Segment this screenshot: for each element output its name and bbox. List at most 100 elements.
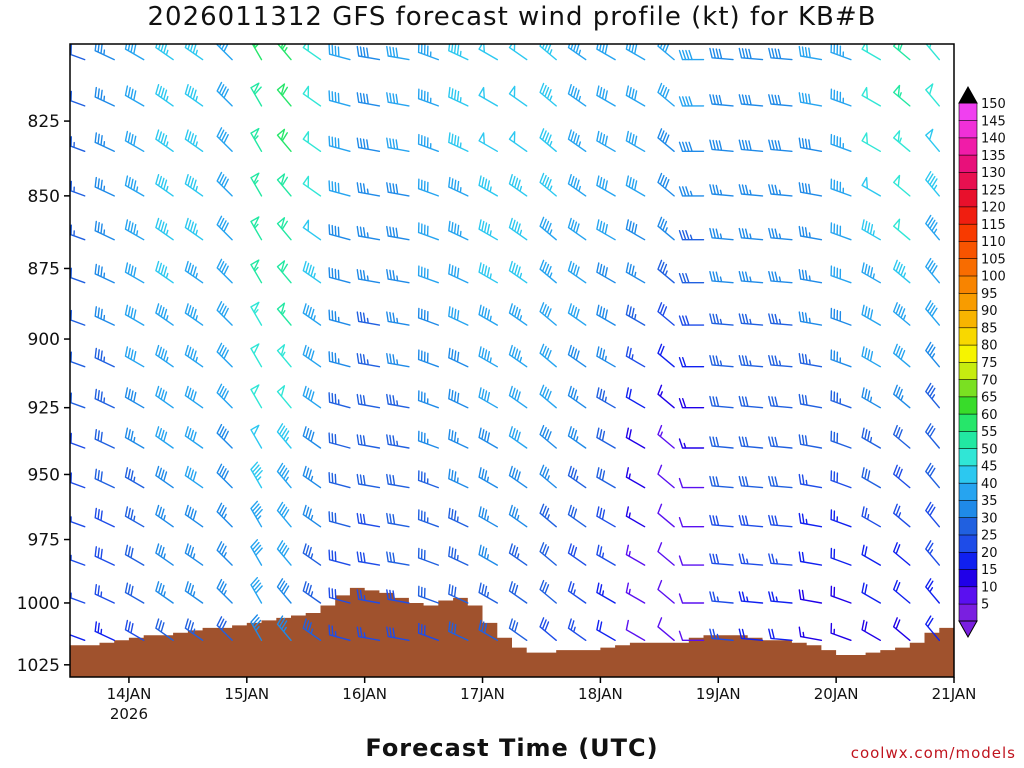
wind-barb <box>798 182 823 197</box>
colorbar-label: 115 <box>981 218 1006 233</box>
colorbar-label: 125 <box>981 183 1006 198</box>
wind-barb <box>386 311 410 326</box>
wind-barb <box>478 346 498 368</box>
wind-barb <box>678 477 705 489</box>
wind-barb <box>216 215 233 241</box>
wind-barb <box>893 259 911 284</box>
wind-barb <box>448 468 469 489</box>
wind-barb <box>830 349 852 368</box>
wind-barb <box>657 424 675 449</box>
wind-barb <box>625 506 646 528</box>
y-tick-label: 900 <box>28 330 60 350</box>
colorbar-swatch <box>958 517 978 536</box>
wind-barb <box>508 504 528 528</box>
wind-barb <box>798 269 823 284</box>
wind-barb <box>417 390 439 409</box>
colorbar-swatch <box>958 378 978 398</box>
wind-barb <box>184 618 204 641</box>
y-tick-label: 1000 <box>17 594 60 614</box>
wind-barb <box>596 467 616 489</box>
wind-barb <box>386 512 410 528</box>
wind-barb <box>709 355 734 368</box>
wind-barb <box>448 132 469 152</box>
wind-barb <box>94 220 115 241</box>
colorbar-label: 105 <box>981 252 1006 267</box>
wind-barb <box>386 92 410 107</box>
wind-barb <box>302 618 322 641</box>
colorbar-label: 20 <box>981 546 998 561</box>
wind-barb <box>216 342 233 368</box>
colorbar-label: 95 <box>981 287 998 302</box>
wind-barb <box>184 543 204 566</box>
wind-barb <box>625 219 646 241</box>
wind-barb <box>94 132 115 152</box>
wind-barb <box>625 85 646 107</box>
wind-barb <box>596 175 616 197</box>
wind-barb <box>94 388 115 409</box>
wind-barb <box>70 267 86 284</box>
colorbar-label: 90 <box>981 304 998 319</box>
wind-barb <box>625 467 646 489</box>
wind-barb <box>861 387 881 409</box>
wind-barb <box>302 85 322 107</box>
colorbar-swatch <box>958 171 978 191</box>
wind-barb <box>678 630 705 641</box>
wind-barb <box>508 174 528 197</box>
wind-barb <box>768 395 793 409</box>
y-tick-label: 875 <box>28 259 60 279</box>
wind-barb <box>567 84 587 107</box>
wind-barb <box>738 184 764 197</box>
y-axis: 825 850 875 900 925 950 975 1000 1025 <box>17 112 70 676</box>
wind-barb <box>386 589 410 604</box>
x-tick-sublabel: 2026 <box>110 705 148 723</box>
wind-barb <box>893 464 911 489</box>
wind-barb <box>893 384 911 409</box>
credit-text: coolwx.com/models <box>850 744 1016 762</box>
wind-barb <box>709 475 734 489</box>
wind-barb <box>478 262 498 284</box>
wind-barb <box>768 313 793 326</box>
wind-barb <box>678 357 705 368</box>
wind-barb <box>250 614 263 641</box>
wind-barb <box>738 628 764 641</box>
wind-barb <box>417 585 439 604</box>
wind-barb <box>508 385 528 409</box>
wind-barb <box>596 346 616 368</box>
wind-barb <box>709 139 734 152</box>
wind-barb <box>155 465 174 489</box>
wind-barb <box>417 222 439 241</box>
wind-barb <box>417 509 439 528</box>
wind-barb <box>216 171 233 197</box>
wind-barb <box>861 219 881 241</box>
wind-barb <box>356 473 381 489</box>
wind-barb <box>925 171 940 197</box>
wind-barb <box>678 96 705 107</box>
x-tick-label: 18JAN <box>578 685 623 703</box>
colorbar-label: 130 <box>981 166 1006 181</box>
wind-barb <box>738 514 764 528</box>
wind-barb <box>567 504 587 528</box>
wind-barb <box>216 463 233 489</box>
wind-barb <box>70 634 86 641</box>
wind-barb <box>276 423 292 449</box>
wind-barb <box>539 617 557 641</box>
wind-barb <box>356 182 381 197</box>
wind-barb <box>70 554 86 566</box>
wind-barb <box>678 438 705 449</box>
wind-barb <box>356 137 381 152</box>
wind-barb <box>798 225 823 241</box>
wind-barb <box>216 616 233 641</box>
wind-barb <box>448 507 469 528</box>
wind-barb <box>709 271 734 284</box>
wind-barb <box>478 467 498 489</box>
y-tick-label: 1025 <box>17 656 60 676</box>
wind-barb <box>302 260 322 284</box>
wind-barb <box>478 86 498 107</box>
wind-barb <box>768 47 793 61</box>
wind-barb <box>276 83 292 107</box>
wind-barb <box>567 543 587 566</box>
wind-barb <box>861 44 881 61</box>
wind-barb <box>596 304 616 326</box>
wind-barb <box>184 217 204 241</box>
wind-barb <box>94 546 115 566</box>
